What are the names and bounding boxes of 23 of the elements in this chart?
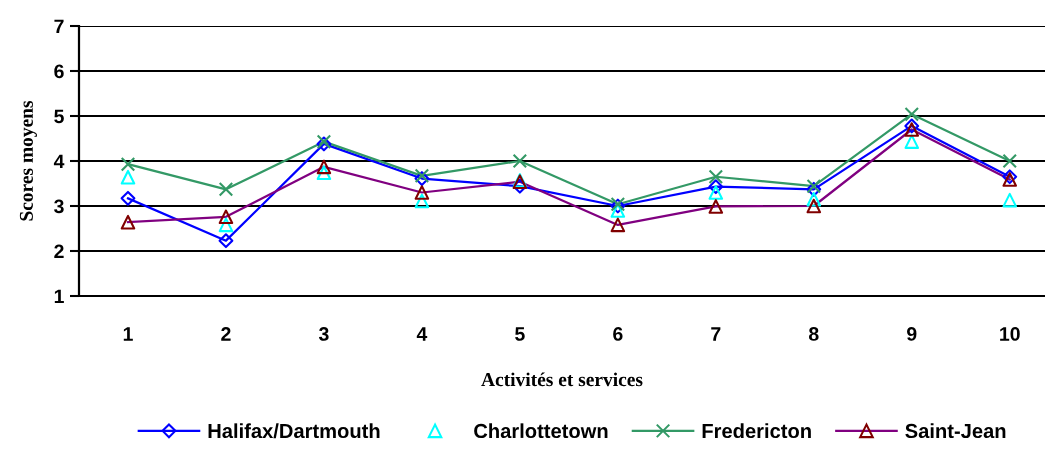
x-tick-label: 2 (221, 327, 231, 341)
x-tick-label: 1 (123, 327, 133, 341)
y-tick-label: 7 (54, 19, 64, 34)
x-tick-label: 8 (809, 327, 819, 341)
x-tick-label: 3 (318, 327, 329, 341)
y-tick-label: 3 (54, 199, 64, 214)
x-axis-title: Activités et services (481, 372, 643, 387)
legend-label: Fredericton (702, 423, 811, 439)
x-tick-label: 4 (416, 327, 428, 341)
y-axis-title: Scores moyens (19, 100, 37, 221)
legend-label: Saint-Jean (905, 423, 1006, 439)
x-tick-label: 6 (613, 327, 623, 341)
y-tick-label: 5 (54, 109, 64, 124)
y-tick-label: 4 (53, 154, 65, 169)
y-tick-label: 6 (54, 64, 64, 79)
y-tick-label: 2 (54, 244, 64, 259)
legend-label: Charlottetown (474, 423, 608, 439)
x-tick-label: 5 (515, 327, 525, 341)
x-tick-label: 10 (1000, 327, 1020, 341)
x-tick-label: 9 (907, 327, 917, 341)
y-tick-label: 1 (54, 289, 64, 304)
x-tick-label: 7 (711, 327, 721, 341)
legend-label: Halifax/Dartmouth (208, 423, 380, 439)
